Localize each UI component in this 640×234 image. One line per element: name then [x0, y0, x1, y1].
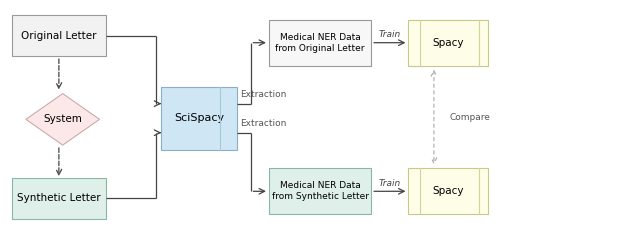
Text: Compare: Compare — [450, 113, 491, 121]
Text: Original Letter: Original Letter — [21, 31, 97, 41]
Text: Spacy: Spacy — [433, 38, 464, 48]
FancyBboxPatch shape — [408, 20, 488, 66]
FancyBboxPatch shape — [269, 20, 371, 66]
FancyBboxPatch shape — [12, 15, 106, 56]
Text: Train: Train — [379, 30, 401, 39]
FancyBboxPatch shape — [408, 168, 488, 214]
FancyBboxPatch shape — [161, 87, 237, 150]
Polygon shape — [26, 94, 100, 145]
FancyBboxPatch shape — [269, 168, 371, 214]
Text: Synthetic Letter: Synthetic Letter — [17, 193, 100, 203]
Text: System: System — [44, 114, 82, 124]
Text: SciSpacy: SciSpacy — [174, 113, 224, 123]
Text: Spacy: Spacy — [433, 186, 464, 196]
Text: Train: Train — [379, 179, 401, 188]
Text: Medical NER Data
from Synthetic Letter: Medical NER Data from Synthetic Letter — [271, 181, 369, 201]
FancyBboxPatch shape — [12, 178, 106, 219]
Text: Extraction: Extraction — [240, 90, 286, 99]
Text: Medical NER Data
from Original Letter: Medical NER Data from Original Letter — [275, 33, 365, 53]
Text: Extraction: Extraction — [240, 119, 286, 128]
